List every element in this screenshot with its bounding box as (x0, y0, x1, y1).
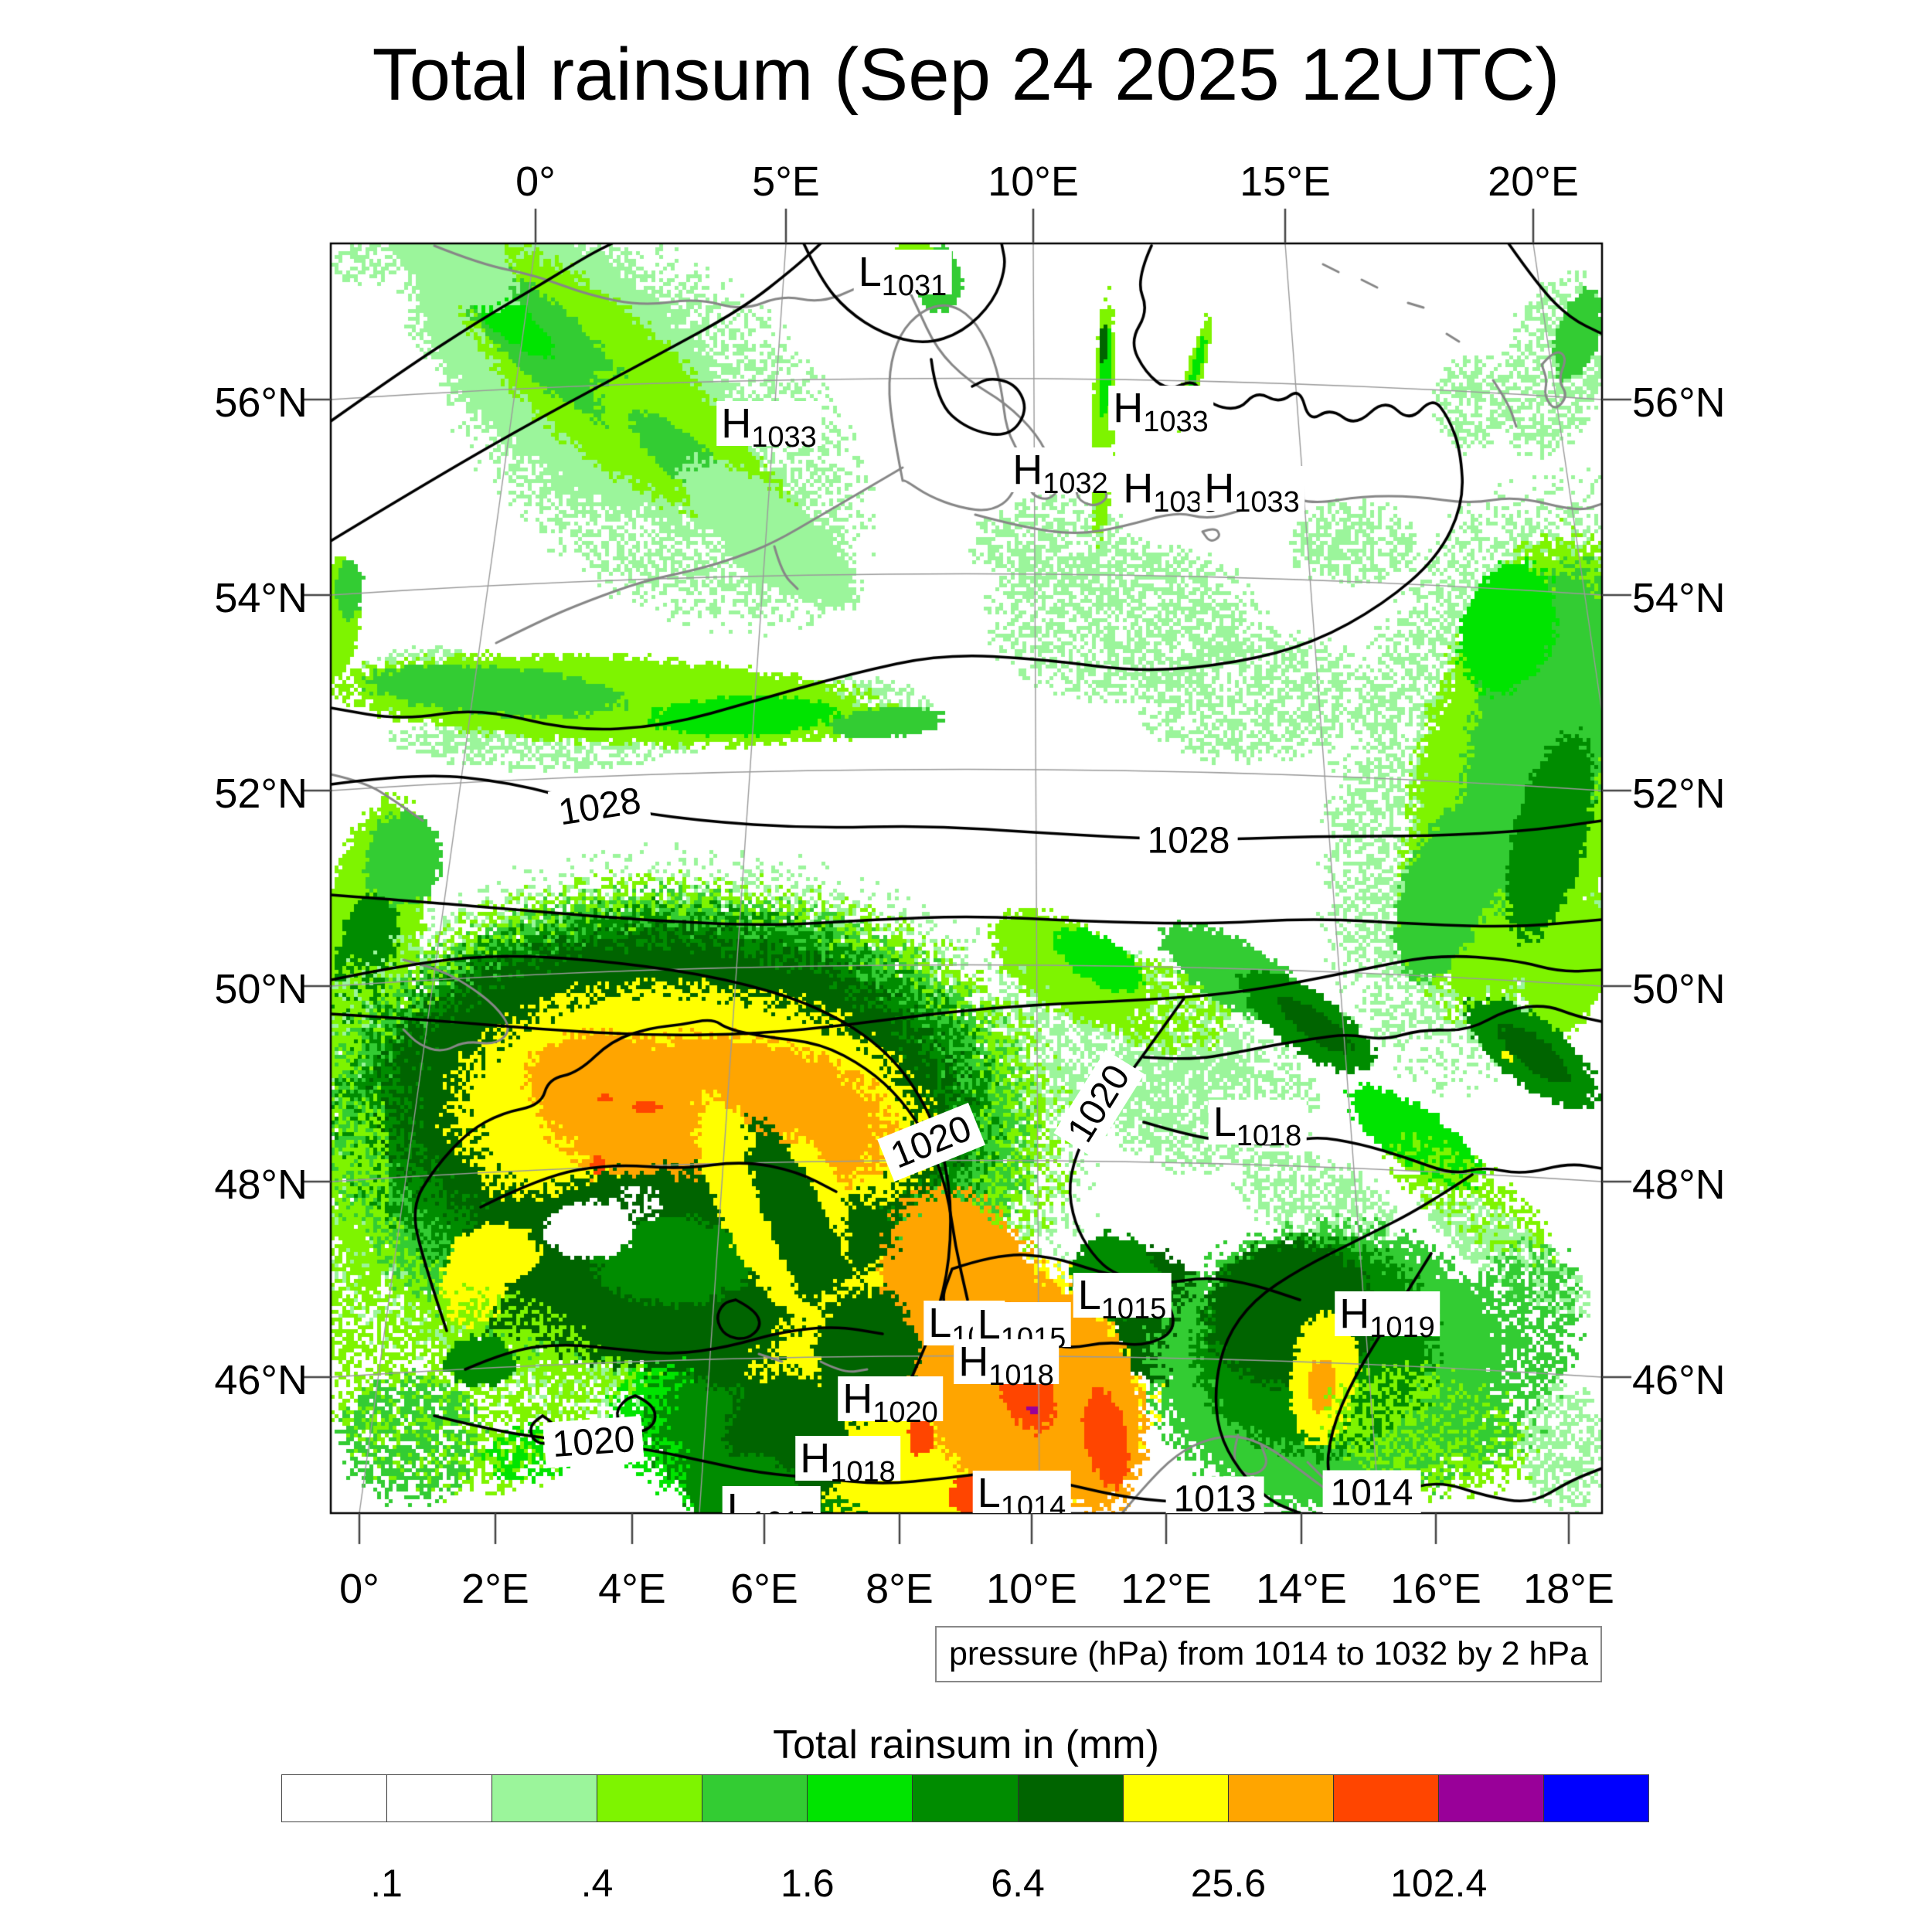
legend-color-cell (1123, 1775, 1229, 1821)
legend-tick-label: 102.4 (1390, 1862, 1488, 1905)
axis-tick-label-top: 5°E (752, 158, 820, 205)
contour-value-label: 1028 (547, 776, 652, 838)
axis-tick-label-bottom: 12°E (1121, 1566, 1212, 1612)
legend-tick-label: .4 (580, 1862, 614, 1905)
legend-tick-label: 1.6 (781, 1862, 835, 1905)
legend-colorbar (281, 1774, 1649, 1822)
axis-tick-label-bottom: 16°E (1390, 1566, 1481, 1612)
axis-tick-label-left: 56°N (214, 379, 308, 426)
legend-tick-label: 6.4 (991, 1862, 1045, 1905)
contour-value-label: 1014 (1322, 1470, 1421, 1513)
legend-color-cell (492, 1775, 598, 1821)
axis-tick-label-bottom: 8°E (866, 1566, 934, 1612)
axis-tick-label-right: 52°N (1632, 770, 1726, 817)
legend-color-cell (387, 1775, 493, 1821)
pressure-center-label: H1018 (954, 1339, 1059, 1390)
axis-tick-label-bottom: 0° (339, 1566, 379, 1612)
contour-value-label: 1020 (1053, 1049, 1145, 1158)
axis-tick-label-right: 54°N (1632, 575, 1726, 621)
pressure-center-label: L1018 (1208, 1100, 1307, 1151)
legend-color-cell (1333, 1775, 1439, 1821)
axis-tick-label-bottom: 4°E (598, 1566, 666, 1612)
pressure-center-label: H1019 (1335, 1291, 1440, 1342)
axis-tick-label-right: 46°N (1632, 1357, 1726, 1403)
axis-tick-label-left: 52°N (214, 770, 308, 817)
legend-color-cell (808, 1775, 913, 1821)
pressure-center-label: H1020 (838, 1376, 943, 1427)
axis-tick-label-top: 10°E (988, 158, 1079, 205)
pressure-center-label: H1032 (1008, 447, 1113, 498)
legend-color-cell (1438, 1775, 1544, 1821)
legend-color-cell (282, 1775, 388, 1821)
axis-tick-label-left: 50°N (214, 966, 308, 1012)
legend-tick-label: 25.6 (1190, 1862, 1267, 1905)
pressure-center-label: L1031 (853, 250, 952, 301)
legend-color-cell (1543, 1775, 1649, 1821)
legend-color-cell (702, 1775, 808, 1821)
contour-value-label: 1013 (1165, 1476, 1264, 1513)
axis-tick-label-top: 15°E (1240, 158, 1331, 205)
axis-tick-label-bottom: 10°E (986, 1566, 1077, 1612)
pressure-center-label: H1018 (795, 1436, 900, 1487)
pressure-center-label: L1014 (972, 1471, 1071, 1513)
axis-tick-label-right: 48°N (1632, 1162, 1726, 1208)
legend-tick-label: .1 (370, 1862, 403, 1905)
axis-tick-label-bottom: 6°E (730, 1566, 798, 1612)
axis-tick-label-top: 0° (515, 158, 556, 205)
contour-value-label: 1020 (543, 1416, 645, 1468)
axis-tick-label-bottom: 14°E (1256, 1566, 1347, 1612)
axis-tick-label-left: 46°N (214, 1357, 308, 1403)
legend-color-cell (913, 1775, 1019, 1821)
axis-tick-label-bottom: 18°E (1523, 1566, 1614, 1612)
axis-tick-label-bottom: 2°E (461, 1566, 529, 1612)
page-title: Total rainsum (Sep 24 2025 12UTC) (372, 33, 1560, 116)
pressure-caption: pressure (hPa) from 1014 to 1032 by 2 hP… (934, 1626, 1602, 1682)
contour-value-label: 1020 (877, 1102, 985, 1182)
pressure-center-label: H1033 (1108, 386, 1213, 437)
map-label-layer: L1031 H1033 H1032 H1033 H1033 H1033 L1018 L1015… (331, 243, 1602, 1513)
pressure-center-label: H1033 (1199, 466, 1304, 517)
legend-color-cell (1018, 1775, 1124, 1821)
axis-tick-label-left: 54°N (214, 575, 308, 621)
legend-title: Total rainsum in (mm) (773, 1723, 1159, 1767)
axis-tick-label-right: 56°N (1632, 379, 1726, 426)
axis-tick-label-left: 48°N (214, 1162, 308, 1208)
axis-tick-label-top: 20°E (1488, 158, 1579, 205)
pressure-center-label: L1015 (1073, 1273, 1172, 1324)
contour-value-label: 1028 (1139, 818, 1238, 864)
axis-tick-label-right: 50°N (1632, 966, 1726, 1012)
legend-color-cell (597, 1775, 703, 1821)
pressure-center-label: H1033 (716, 401, 821, 452)
legend-color-cell (1228, 1775, 1334, 1821)
pressure-center-label: L1015 (722, 1486, 821, 1513)
